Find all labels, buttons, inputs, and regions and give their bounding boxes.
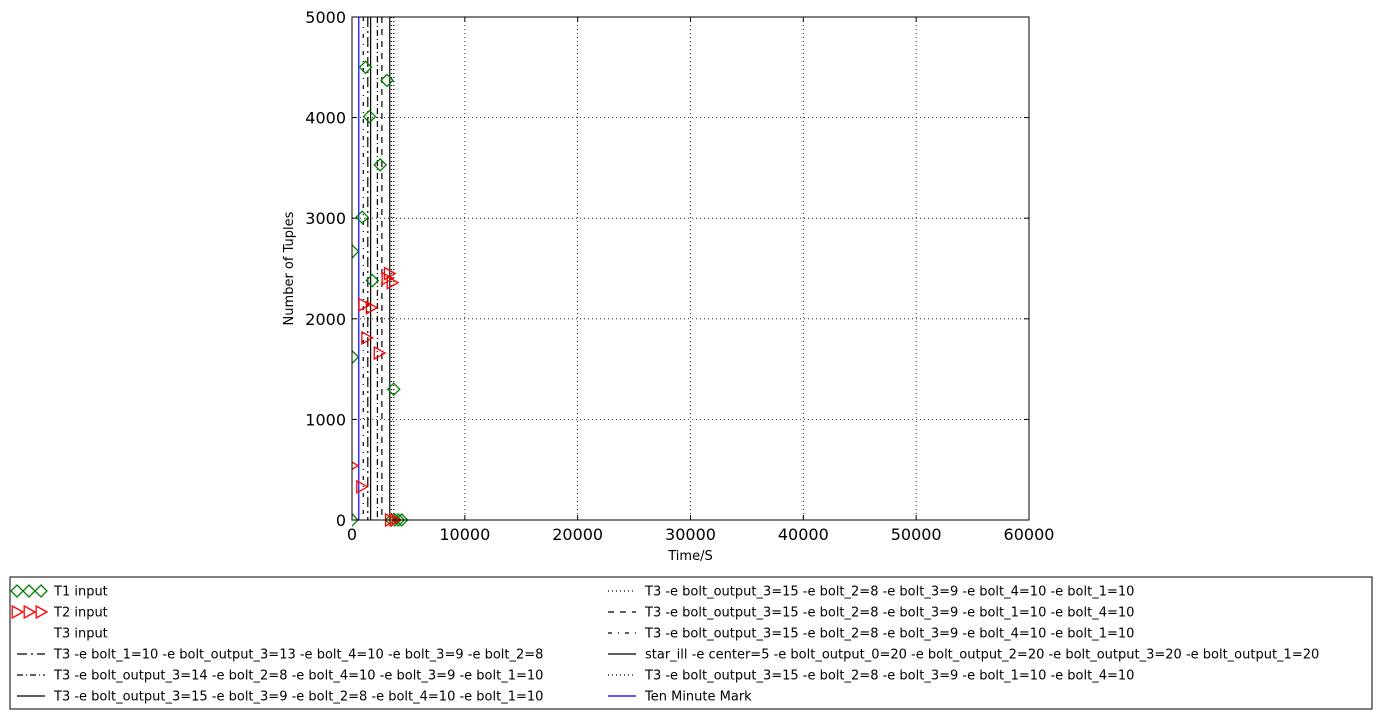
data-point [352,513,359,527]
grid-lines [352,17,1029,520]
data-point [391,513,406,527]
data-point [380,73,394,88]
legend-box [9,576,1373,710]
data-point [373,157,388,172]
axis-ticks [351,16,1030,521]
data-point [361,330,375,346]
legend-label: T3 -e bolt_output_3=15 -e bolt_3=9 -e bo… [53,690,543,705]
y-tick-label: 3000 [305,209,346,228]
data-point [384,513,399,527]
x-tick-label: 10000 [439,525,490,544]
data-point [355,210,370,225]
y-axis-label: Number of Tuples [282,211,297,325]
x-tick-label: 20000 [552,525,603,544]
data-point [386,382,401,397]
legend-marker [10,584,24,598]
data-point [358,297,372,312]
data-point [365,273,380,288]
data-point [387,513,402,527]
legend-marker [35,604,49,620]
legend-label: T2 input [53,606,108,621]
legend-label: T3 input [53,627,108,642]
legend-label: T3 -e bolt_output_3=15 -e bolt_2=8 -e bo… [644,606,1134,621]
legend-marker [34,584,48,598]
y-tick-label: 1000 [305,410,346,429]
legend: T1 input T2 input T3 input T3 -e bolt_1=10 … [10,584,1319,705]
x-tick-label: 30000 [665,525,716,544]
plot-area [352,17,1029,520]
y-tick-label: 0 [336,511,346,530]
vertical-lines [358,17,395,520]
legend-label: T3 -e bolt_1=10 -e bolt_output_3=13 -e b… [53,648,543,663]
data-point [365,300,379,315]
x-tick-label: 60000 [1004,525,1055,544]
legend-marker [11,604,25,620]
data-point [373,345,387,361]
data-point [362,109,377,124]
data-point [383,266,397,281]
legend-label: Ten Minute Mark [644,690,752,705]
legend-label: T1 input [53,585,108,600]
data-point [352,461,360,470]
legend-label: T3 -e bolt_output_3=15 -e bolt_2=8 -e bo… [644,585,1134,600]
legend-marker [23,604,37,620]
data-point [386,275,400,290]
legend-marker [22,584,36,598]
y-tick-label: 5000 [305,8,346,27]
x-axis-label: Time/S [667,549,712,564]
legend-label: T3 -e bolt_output_3=15 -e bolt_2=8 -e bo… [644,627,1134,642]
x-tick-label: 0 [347,525,357,544]
legend-label: T3 -e bolt_output_3=14 -e bolt_2=8 -e bo… [53,669,543,684]
x-tick-label: 40000 [778,525,829,544]
x-tick-label: 50000 [891,525,942,544]
data-point [358,60,373,75]
legend-label: T3 -e bolt_output_3=15 -e bolt_2=8 -e bo… [644,669,1134,684]
data-point [356,479,369,494]
tick-labels: 0 10000 20000 30000 40000 50000 60000 0 1000 2000… [305,8,1054,544]
y-tick-label: 4000 [305,109,346,128]
legend-label: star_ill -e center=5 -e bolt_output_0=20… [645,648,1319,663]
y-tick-label: 2000 [305,310,346,329]
data-point [352,244,360,259]
